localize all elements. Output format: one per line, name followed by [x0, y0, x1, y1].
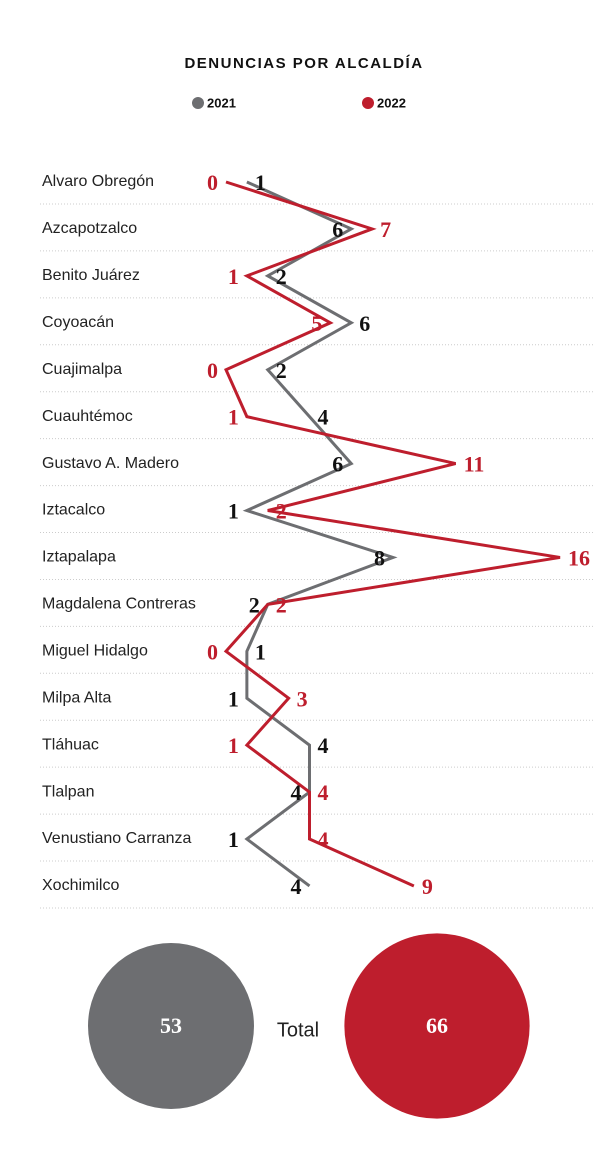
value-label: 4 — [318, 780, 329, 805]
value-label: 1 — [228, 405, 239, 430]
category-label: Tláhuac — [42, 736, 99, 753]
value-label: 2 — [276, 592, 287, 617]
category-label: Alvaro Obregón — [42, 173, 154, 190]
value-label: 2 — [249, 592, 260, 617]
chart-title: DENUNCIAS POR ALCALDÍA — [184, 55, 423, 72]
value-label: 2 — [276, 358, 287, 383]
series-line — [242, 180, 398, 888]
value-label: 3 — [297, 686, 308, 711]
legend-swatch — [362, 97, 374, 109]
category-label: Coyoacán — [42, 314, 114, 331]
value-label: 0 — [207, 170, 218, 195]
legend-swatch — [192, 97, 204, 109]
category-label: Benito Juárez — [42, 267, 140, 284]
value-label: 1 — [228, 499, 239, 524]
value-label: 8 — [374, 545, 385, 570]
value-label: 2 — [276, 499, 287, 524]
legend-label: 2021 — [207, 95, 236, 110]
value-label: 1 — [228, 733, 239, 758]
value-label: 4 — [318, 405, 329, 430]
category-label: Magdalena Contreras — [42, 596, 196, 613]
category-label: Venustiano Carranza — [42, 830, 192, 847]
value-label: 9 — [422, 874, 433, 899]
value-label: 6 — [332, 217, 343, 242]
value-label: 5 — [311, 311, 322, 336]
total-label: Total — [277, 1019, 319, 1041]
category-label: Azcapotzalco — [42, 220, 137, 237]
total-value: 66 — [426, 1013, 448, 1038]
value-label: 11 — [464, 452, 485, 477]
value-label: 7 — [380, 217, 391, 242]
value-label: 1 — [255, 639, 266, 664]
value-label: 1 — [228, 264, 239, 289]
category-label: Gustavo A. Madero — [42, 455, 179, 472]
category-label: Cuauhtémoc — [42, 408, 133, 425]
value-label: 1 — [228, 827, 239, 852]
value-label: 16 — [568, 545, 590, 570]
total-circle — [88, 943, 254, 1109]
total-value: 53 — [160, 1013, 182, 1038]
category-label: Xochimilco — [42, 877, 119, 894]
category-label: Iztapalapa — [42, 549, 116, 566]
series-line — [223, 180, 561, 888]
value-label: 1 — [255, 170, 266, 195]
category-label: Iztacalco — [42, 502, 105, 519]
value-label: 4 — [291, 780, 302, 805]
category-label: Tlalpan — [42, 783, 94, 800]
total-circle — [344, 933, 530, 1119]
category-label: Miguel Hidalgo — [42, 643, 148, 660]
value-label: 0 — [207, 358, 218, 383]
value-label: 4 — [291, 874, 302, 899]
value-label: 2 — [276, 264, 287, 289]
value-label: 4 — [318, 827, 329, 852]
value-label: 0 — [207, 639, 218, 664]
value-label: 4 — [318, 733, 329, 758]
value-label: 1 — [228, 686, 239, 711]
value-label: 6 — [332, 452, 343, 477]
category-label: Milpa Alta — [42, 689, 111, 706]
legend-label: 2022 — [377, 95, 406, 110]
category-label: Cuajimalpa — [42, 361, 122, 378]
value-label: 6 — [359, 311, 370, 336]
